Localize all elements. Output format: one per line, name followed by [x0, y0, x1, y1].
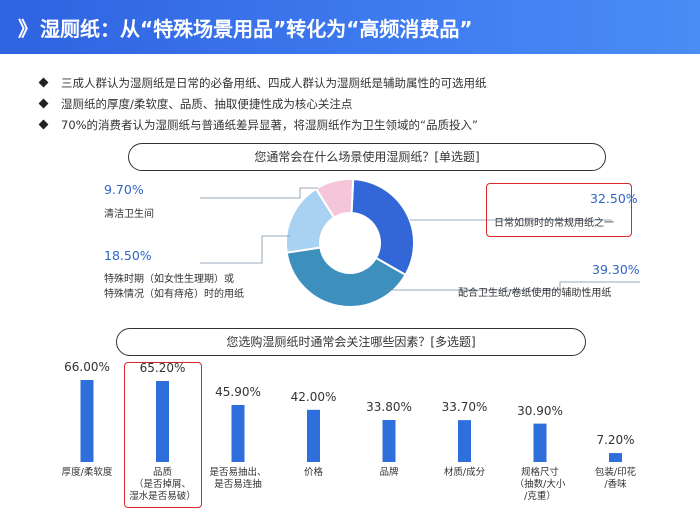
- highlight-box-quality: [124, 362, 202, 508]
- bar-value-label: 7.20%: [596, 433, 635, 448]
- bullet-item: 70%的消费者认为湿厕纸与普通纸差异显著，将湿厕纸作为卫生领域的“品质投入”: [38, 114, 680, 135]
- slice-value-auxiliary: 39.30%: [592, 262, 640, 277]
- slice-label-cleaning: 清洁卫生间: [104, 209, 154, 220]
- bullet-list: 三成人群认为湿厕纸是日常的必备用纸、四成人群认为湿厕纸是辅助属性的可选用纸 湿厕…: [38, 72, 680, 135]
- bar-category-label: 规格尺寸 （抽数/大小 /克重）: [514, 467, 566, 502]
- donut-slice: [350, 178, 415, 277]
- bar-value-label: 66.00%: [64, 360, 110, 374]
- bar-category-label: 包装/印花 /香味: [594, 467, 637, 490]
- page-title: 湿厕纸：从“特殊场景用品”转化为“高频消费品”: [40, 16, 473, 41]
- bullet-item: 三成人群认为湿厕纸是日常的必备用纸、四成人群认为湿厕纸是辅助属性的可选用纸: [38, 72, 680, 93]
- bar-value-label: 65.20%: [139, 360, 186, 375]
- bar-category-label: 是否易抽出、 是否易连抽: [209, 467, 267, 490]
- bar: [156, 380, 169, 462]
- bar-category-label: 厚度/柔软度: [61, 467, 113, 478]
- bar: [231, 404, 245, 462]
- donut-slice: [285, 246, 407, 308]
- bar-value-label: 45.90%: [215, 384, 261, 399]
- slice-value-daily: 32.50%: [590, 191, 638, 206]
- leader-line: [200, 187, 318, 199]
- bar: [458, 420, 471, 462]
- bullet-text: 70%的消费者认为湿厕纸与普通纸差异显著，将湿厕纸作为卫生领域的“品质投入”: [61, 117, 478, 132]
- slice-label-special: 特殊时期（如女性生理期）或 特殊情况（如有痔疮）时的用纸: [104, 274, 244, 300]
- bar-category-label: 材质/成分: [443, 467, 486, 478]
- bar-value-label: 30.90%: [517, 403, 563, 418]
- bar-category-label: 品牌: [379, 467, 399, 478]
- bar: [307, 409, 320, 462]
- bar: [609, 453, 622, 462]
- question-1-title: 您通常会在什么场景使用湿厕纸？[单选题]: [128, 143, 606, 171]
- bar-value-label: 33.80%: [366, 400, 412, 414]
- slice-label-daily: 日常如厕时的常规用纸之一: [494, 218, 614, 229]
- slice-value-special: 18.50%: [104, 248, 152, 263]
- bar: [533, 423, 547, 462]
- bar-value-label: 42.00%: [290, 389, 337, 404]
- question-2-title: 您选购湿厕纸时通常会关注哪些因素？[多选题]: [116, 328, 586, 356]
- donut-slice: [314, 178, 355, 219]
- bullet-item: 湿厕纸的厚度/柔软度、品质、抽取便捷性成为核心关注点: [38, 93, 680, 114]
- bar: [80, 380, 94, 462]
- leader-line: [200, 235, 290, 264]
- bar-category-label: 价格: [303, 467, 323, 478]
- header-banner: 》 湿厕纸：从“特殊场景用品”转化为“高频消费品”: [0, 0, 700, 54]
- chevron-icon: 》: [18, 16, 38, 41]
- slice-value-cleaning: 9.70%: [104, 182, 144, 197]
- bar-category-label: 品质 （是否掉屑、 湿水是否易破）: [129, 467, 196, 502]
- bar-value-label: 33.70%: [441, 400, 488, 415]
- bullet-text: 三成人群认为湿厕纸是日常的必备用纸、四成人群认为湿厕纸是辅助属性的可选用纸: [61, 75, 487, 90]
- highlight-box-daily: [486, 183, 632, 237]
- bar: [382, 420, 396, 462]
- bullet-text: 湿厕纸的厚度/柔软度、品质、抽取便捷性成为核心关注点: [61, 96, 353, 111]
- leader-line: [385, 281, 640, 291]
- slice-label-auxiliary: 配合卫生纸/卷纸使用的辅助性用纸: [458, 288, 612, 299]
